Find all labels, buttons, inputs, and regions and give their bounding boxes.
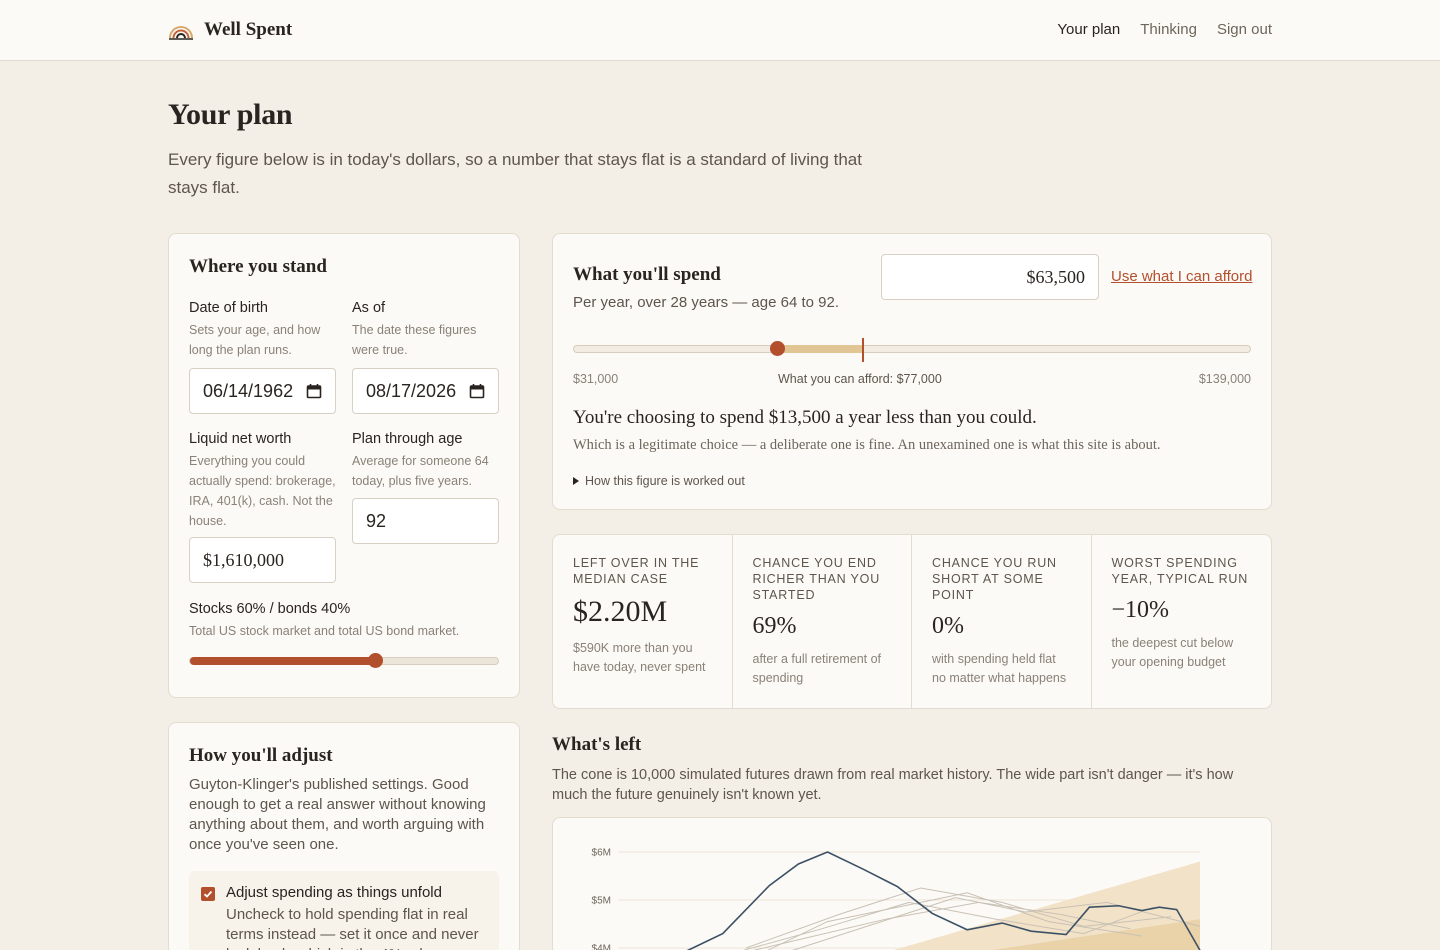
allocation-slider-fill [190,657,376,665]
page-lede: Every figure below is in today's dollars… [168,150,862,197]
brand[interactable]: Well Spent [168,17,292,43]
adjust-spending-label: Adjust spending as things unfold [226,884,442,901]
how-worked-out-label: How this figure is worked out [585,474,745,488]
where-you-stand-card: Where you stand Date of birth Sets your … [168,233,520,698]
rainbow-logo-icon [169,26,193,40]
allocation-help: Total US stock market and total US bond … [189,624,460,638]
stat-value: 0% [932,613,964,639]
stat-left-over: Left over in the median case $2.20M $590… [553,535,733,708]
stat-value: $2.20M [573,595,668,628]
dob-label: Date of birth [189,300,268,316]
allocation-slider-thumb[interactable] [368,653,383,668]
page-title: Your plan [168,98,293,131]
nav-thinking[interactable]: Thinking [1140,21,1197,38]
spend-gap-fill [778,345,863,353]
plan-age-value: 92 [366,510,387,531]
allocation-field-text: Stocks 60% / bonds 40% Total US stock ma… [189,601,509,641]
y-tick-label: $4M [592,944,611,950]
asof-input[interactable]: 08/17/2026 [352,368,499,414]
brand-name: Well Spent [204,19,293,40]
whats-left-chart-card: $6M $5M $4M [552,817,1272,950]
networth-field-text: Liquid net worth Everything you could ac… [189,431,339,531]
dob-help: Sets your age, and how long the plan run… [189,323,321,357]
spend-slider[interactable] [573,338,1251,362]
dob-input[interactable]: 06/14/1962 [189,368,336,414]
asof-value: 08/17/2026 [366,380,457,401]
card-title: Where you stand [189,256,327,277]
spend-value: $63,500 [1026,266,1086,287]
networth-value: $1,610,000 [203,549,284,570]
spend-input[interactable]: $63,500 [881,254,1099,300]
stats-card: Left over in the median case $2.20M $590… [552,534,1272,709]
stat-value: −10% [1111,597,1170,623]
spend-subtitle: Per year, over 28 years — age 64 to 92. [573,294,839,311]
networth-help: Everything you could actually spend: bro… [189,454,336,528]
highlight-path [686,851,1201,950]
adjust-spending-option[interactable]: Adjust spending as things unfold Uncheck… [189,871,499,950]
plan-age-field-text: Plan through age Average for someone 64 … [352,431,502,491]
spend-note: Which is a legitimate choice — a deliber… [573,437,1161,453]
asof-label: As of [352,300,386,316]
adjust-spending-help: Uncheck to hold spending flat in real te… [226,906,479,950]
stat-label: Chance you end richer than you started [752,556,881,602]
stat-label: Chance you run short at some point [932,556,1057,602]
spend-headline: You're choosing to spend $13,500 a year … [573,407,1037,428]
whats-left-description: The cone is 10,000 simulated futures dra… [552,767,1234,803]
how-worked-out-toggle[interactable]: How this figure is worked out [573,474,745,488]
card-title: What you'll spend [573,264,721,285]
stat-sub: after a full retirement of spending [752,652,882,685]
stat-run-short: Chance you run short at some point 0% wi… [912,535,1092,708]
nav-sign-out[interactable]: Sign out [1216,21,1272,38]
stat-worst-year: Worst spending year, typical run −10% th… [1092,535,1272,708]
spend-slider-thumb[interactable] [770,341,786,356]
use-what-i-can-afford-link[interactable]: Use what I can afford [1111,268,1253,285]
networth-label: Liquid net worth [189,431,292,447]
stat-label: Worst spending year, typical run [1111,556,1249,586]
asof-help: The date these figures were true. [352,323,477,357]
how-youll-adjust-card: How you'll adjust Guyton-Klinger's publi… [168,722,520,950]
adjust-description: Guyton-Klinger's published settings. Goo… [189,776,486,853]
main-nav: Your plan Thinking Sign out [1057,21,1272,38]
top-bar: Well Spent Your plan Thinking Sign out [0,0,1440,61]
nav-your-plan[interactable]: Your plan [1057,21,1121,38]
allocation-slider[interactable] [189,653,499,668]
afford-marker [861,338,864,362]
simulated-path [752,901,1131,950]
stat-value: 69% [752,613,797,639]
spend-max-label: $139,000 [1198,372,1251,386]
networth-input[interactable]: $1,610,000 [189,537,336,583]
simulated-path [745,887,1171,949]
plan-age-label: Plan through age [352,431,463,447]
what-youll-spend-card: What you'll spend Per year, over 28 year… [552,233,1272,510]
y-tick-label: $5M [592,896,611,907]
card-title: How you'll adjust [189,745,333,766]
stat-richer: Chance you end richer than you started 6… [733,535,912,708]
calendar-icon[interactable] [306,383,322,399]
allocation-label: Stocks 60% / bonds 40% [189,601,351,617]
stat-sub: with spending held flat no matter what h… [932,652,1067,685]
spend-afford-label: What you can afford: $77,000 [778,372,942,386]
asof-field-text: As of The date these figures were true. [352,300,502,360]
y-tick-label: $6M [592,848,611,859]
spend-min-label: $31,000 [573,372,619,386]
simulated-path [767,892,1142,950]
whats-left-title: What's left [552,734,642,755]
stat-sub: $590K more than you have today, never sp… [573,641,706,674]
calendar-icon[interactable] [469,383,485,399]
adjust-spending-checkbox[interactable] [201,887,215,901]
disclosure-triangle-icon [573,477,579,485]
checkmark-icon [203,890,213,898]
plan-age-help: Average for someone 64 today, plus five … [352,454,489,488]
dob-field-text: Date of birth Sets your age, and how lon… [189,300,339,360]
plan-age-input[interactable]: 92 [352,498,499,544]
whats-left-chart: $6M $5M $4M [592,848,1201,950]
stat-label: Left over in the median case [573,556,700,586]
dob-value: 06/14/1962 [203,380,294,401]
stat-sub: the deepest cut below your opening budge… [1111,636,1234,669]
